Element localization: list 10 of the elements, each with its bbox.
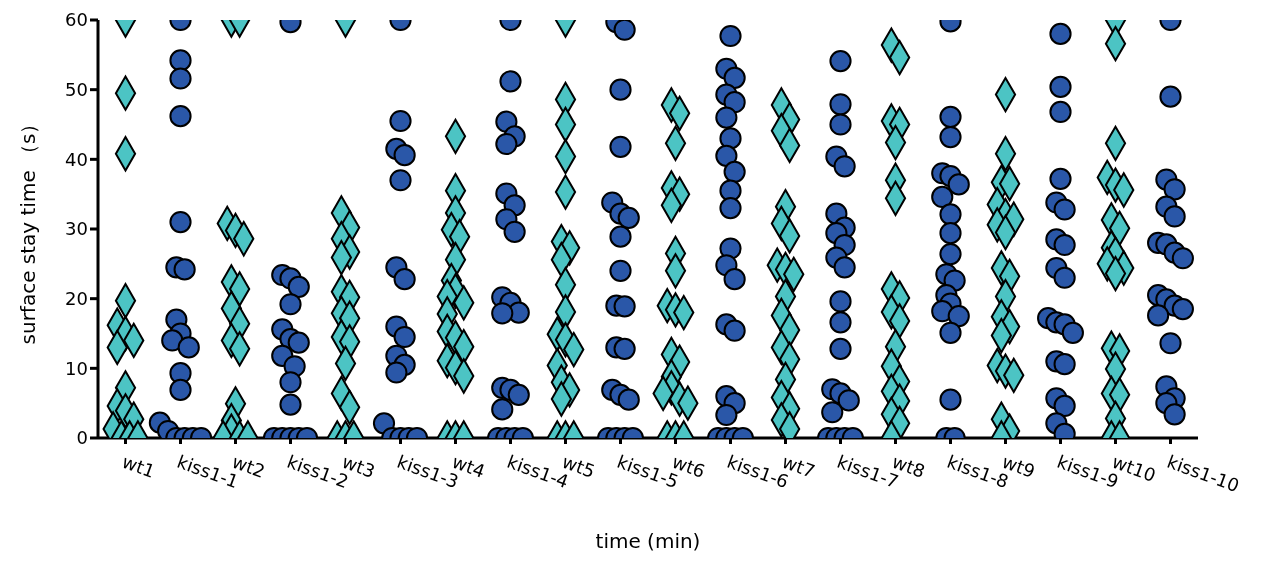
y-tick-label: 10 [65,357,88,379]
y-tick-label: 0 [76,427,88,449]
x-tick-label: wt1 [119,450,158,482]
y-tick-label: 20 [65,288,88,310]
x-axis-title: time (min) [595,529,701,553]
y-tick-label: 50 [65,79,88,101]
y-tick-label: 60 [65,9,88,31]
y-tick-label: 40 [65,148,88,170]
y-axis-title: surface stay time （s） [16,113,41,345]
y-tick-label: 30 [65,218,88,240]
